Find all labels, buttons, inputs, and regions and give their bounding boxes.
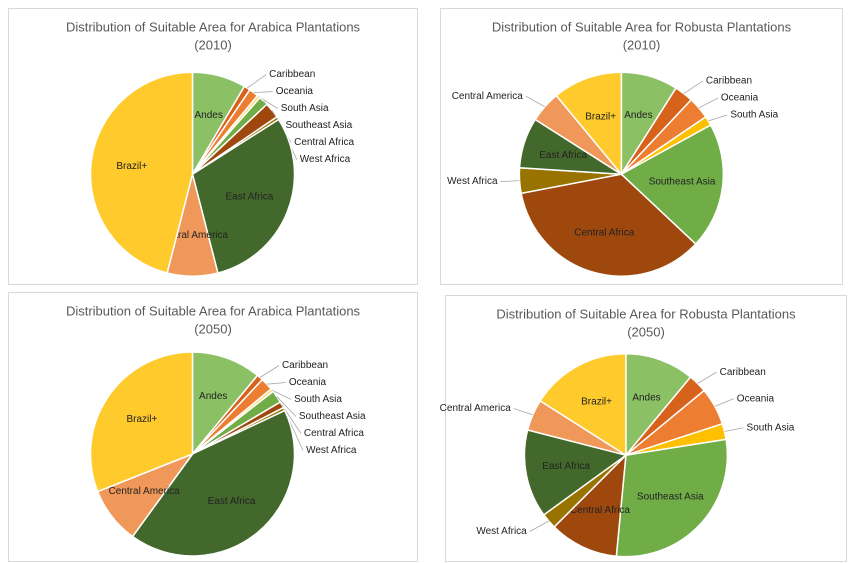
leader-line (724, 427, 744, 432)
chart-title: Distribution of Suitable Area for Arabic… (66, 303, 361, 318)
slice-label: West Africa (306, 445, 357, 456)
slice-label: Central America (157, 230, 229, 241)
slice-label: East Africa (542, 461, 590, 472)
slice-label: Oceania (721, 93, 759, 104)
slice-label: Caribbean (269, 69, 315, 80)
leader-line (714, 398, 734, 407)
pie-slice (625, 352, 692, 458)
leader-line (276, 396, 297, 417)
slice-label: Caribbean (282, 360, 328, 371)
slice-label: Oceania (289, 377, 327, 388)
slice-label: Central America (109, 486, 181, 497)
slice-label: South Asia (294, 394, 342, 405)
slice-label: Andes (624, 110, 652, 121)
pie-slice (620, 124, 725, 246)
leader-line (246, 74, 267, 89)
slice-label: Brazil+ (126, 414, 157, 425)
slice-label: Andes (632, 393, 660, 404)
slice-label: East Africa (539, 150, 587, 161)
leader-line (500, 180, 520, 183)
slice-label: South Asia (730, 110, 778, 121)
pie-chart: Distribution of Suitable Area for Arabic… (8, 8, 418, 285)
pie-slice (191, 118, 296, 274)
slice-label: West Africa (447, 176, 498, 187)
pie-slice (89, 351, 194, 493)
slice-label: Southeast Asia (649, 177, 716, 188)
slice-label: Andes (194, 110, 222, 121)
leader-line (708, 114, 728, 122)
pie-slice (191, 351, 259, 457)
slice-label: Oceania (276, 86, 314, 97)
chart-subtitle: (2010) (194, 37, 232, 52)
leader-line (525, 95, 546, 108)
leader-line (266, 382, 286, 385)
pie-slice (553, 453, 627, 558)
chart-subtitle: (2050) (194, 321, 232, 336)
chart-subtitle: (2010) (623, 37, 661, 52)
slice-label: Caribbean (706, 76, 752, 87)
pie-slice (615, 438, 729, 558)
slice-label: Central America (452, 91, 524, 102)
slice-label: Central Africa (294, 137, 354, 148)
slice-label: Oceania (737, 393, 775, 404)
slice-label: South Asia (281, 103, 329, 114)
slice-label: Central Africa (574, 228, 634, 239)
chart-title: Distribution of Suitable Area for Robust… (496, 306, 796, 321)
slice-label: Southeast Asia (299, 411, 366, 422)
leader-line (513, 408, 533, 416)
chart-title: Distribution of Suitable Area for Arabic… (66, 19, 361, 34)
leader-line (698, 97, 719, 109)
slice-label: Andes (199, 391, 227, 402)
leader-line (529, 520, 549, 532)
slice-label: West Africa (476, 526, 527, 537)
leader-line (697, 371, 717, 384)
chart-title: Distribution of Suitable Area for Robust… (492, 19, 792, 34)
slice-label: East Africa (225, 191, 273, 202)
slice-label: South Asia (747, 422, 795, 433)
slice-label: West Africa (300, 154, 351, 165)
slice-label: Southeast Asia (285, 120, 352, 131)
pie-slice (89, 71, 194, 274)
slice-label: Brazil+ (585, 111, 616, 122)
pie-chart: Distribution of Suitable Area for Robust… (440, 8, 843, 285)
pie-slice (520, 173, 697, 277)
slice-label: Central Africa (304, 428, 364, 439)
slice-label: Central Africa (570, 505, 630, 516)
slice-label: Southeast Asia (637, 492, 704, 503)
slice-label: Brazil+ (116, 161, 147, 172)
chart-subtitle: (2050) (627, 324, 665, 339)
slice-label: Caribbean (720, 367, 766, 378)
leader-line (259, 365, 280, 378)
pie-slice (539, 352, 627, 457)
pie-slice (555, 71, 623, 177)
leader-line (271, 389, 292, 400)
pie-chart: Distribution of Suitable Area for Arabic… (8, 292, 418, 562)
pie-slice (131, 409, 296, 557)
leader-line (253, 91, 273, 94)
pie-slice (523, 429, 628, 516)
slice-label: Brazil+ (581, 396, 612, 407)
slice-label: Central America (440, 403, 512, 414)
slice-label: East Africa (208, 496, 256, 507)
pie-chart: Distribution of Suitable Area for Robust… (440, 295, 847, 562)
leader-line (683, 80, 704, 94)
